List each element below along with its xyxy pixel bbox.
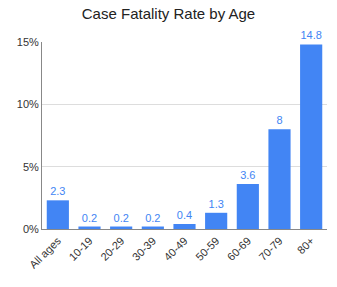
svg-text:0%: 0% [23, 223, 39, 235]
svg-text:Case Fatality Rate by Age: Case Fatality Rate by Age [82, 5, 255, 22]
svg-text:All ages: All ages [27, 234, 64, 271]
svg-text:15%: 15% [17, 36, 39, 48]
svg-text:0.2: 0.2 [82, 212, 97, 224]
svg-text:0.2: 0.2 [145, 212, 160, 224]
svg-text:0.4: 0.4 [177, 209, 192, 221]
svg-text:1.3: 1.3 [209, 198, 224, 210]
svg-text:14.8: 14.8 [300, 29, 321, 41]
svg-text:0.2: 0.2 [114, 212, 129, 224]
svg-text:80+: 80+ [295, 235, 317, 257]
svg-text:60-69: 60-69 [225, 235, 253, 263]
svg-text:10-19: 10-19 [66, 235, 94, 263]
svg-text:8: 8 [276, 114, 282, 126]
svg-text:20-29: 20-29 [98, 235, 126, 263]
svg-text:3.6: 3.6 [240, 169, 255, 181]
svg-text:70-79: 70-79 [256, 235, 284, 263]
svg-text:40-49: 40-49 [161, 235, 189, 263]
svg-text:2.3: 2.3 [50, 185, 65, 197]
svg-text:50-59: 50-59 [193, 235, 221, 263]
svg-text:10%: 10% [17, 98, 39, 110]
svg-text:5%: 5% [23, 161, 39, 173]
svg-text:30-39: 30-39 [130, 235, 158, 263]
